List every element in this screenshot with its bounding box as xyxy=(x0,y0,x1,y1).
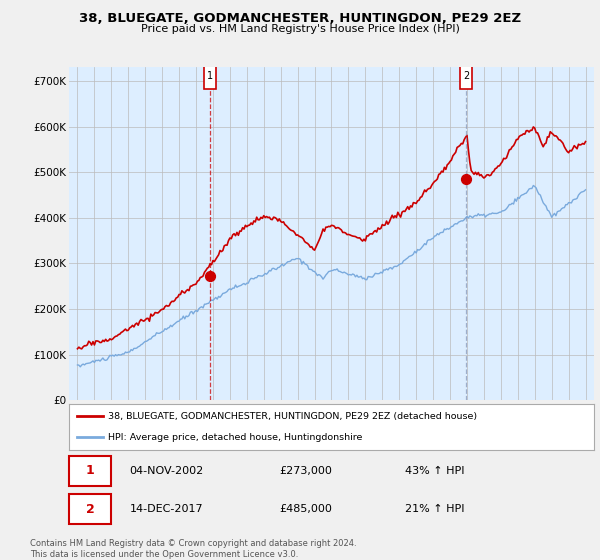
Text: £273,000: £273,000 xyxy=(279,466,332,476)
Text: 38, BLUEGATE, GODMANCHESTER, HUNTINGDON, PE29 2EZ: 38, BLUEGATE, GODMANCHESTER, HUNTINGDON,… xyxy=(79,12,521,25)
Point xyxy=(205,271,215,280)
Text: 2: 2 xyxy=(463,71,469,81)
FancyBboxPatch shape xyxy=(69,494,111,524)
Bar xyxy=(205,63,216,89)
Text: 43% ↑ HPI: 43% ↑ HPI xyxy=(405,466,464,476)
FancyBboxPatch shape xyxy=(69,456,111,486)
Text: 2: 2 xyxy=(86,502,94,516)
Text: Price paid vs. HM Land Registry's House Price Index (HPI): Price paid vs. HM Land Registry's House … xyxy=(140,24,460,34)
Text: 04-NOV-2002: 04-NOV-2002 xyxy=(130,466,203,476)
Text: 21% ↑ HPI: 21% ↑ HPI xyxy=(405,504,464,514)
Text: £485,000: £485,000 xyxy=(279,504,332,514)
Text: 14-DEC-2017: 14-DEC-2017 xyxy=(130,504,203,514)
Text: Contains HM Land Registry data © Crown copyright and database right 2024.
This d: Contains HM Land Registry data © Crown c… xyxy=(30,539,356,559)
Text: 1: 1 xyxy=(86,464,94,478)
Bar xyxy=(460,63,472,89)
Text: 1: 1 xyxy=(207,71,214,81)
Point xyxy=(461,175,471,184)
Text: 38, BLUEGATE, GODMANCHESTER, HUNTINGDON, PE29 2EZ (detached house): 38, BLUEGATE, GODMANCHESTER, HUNTINGDON,… xyxy=(109,412,478,421)
Text: HPI: Average price, detached house, Huntingdonshire: HPI: Average price, detached house, Hunt… xyxy=(109,433,363,442)
